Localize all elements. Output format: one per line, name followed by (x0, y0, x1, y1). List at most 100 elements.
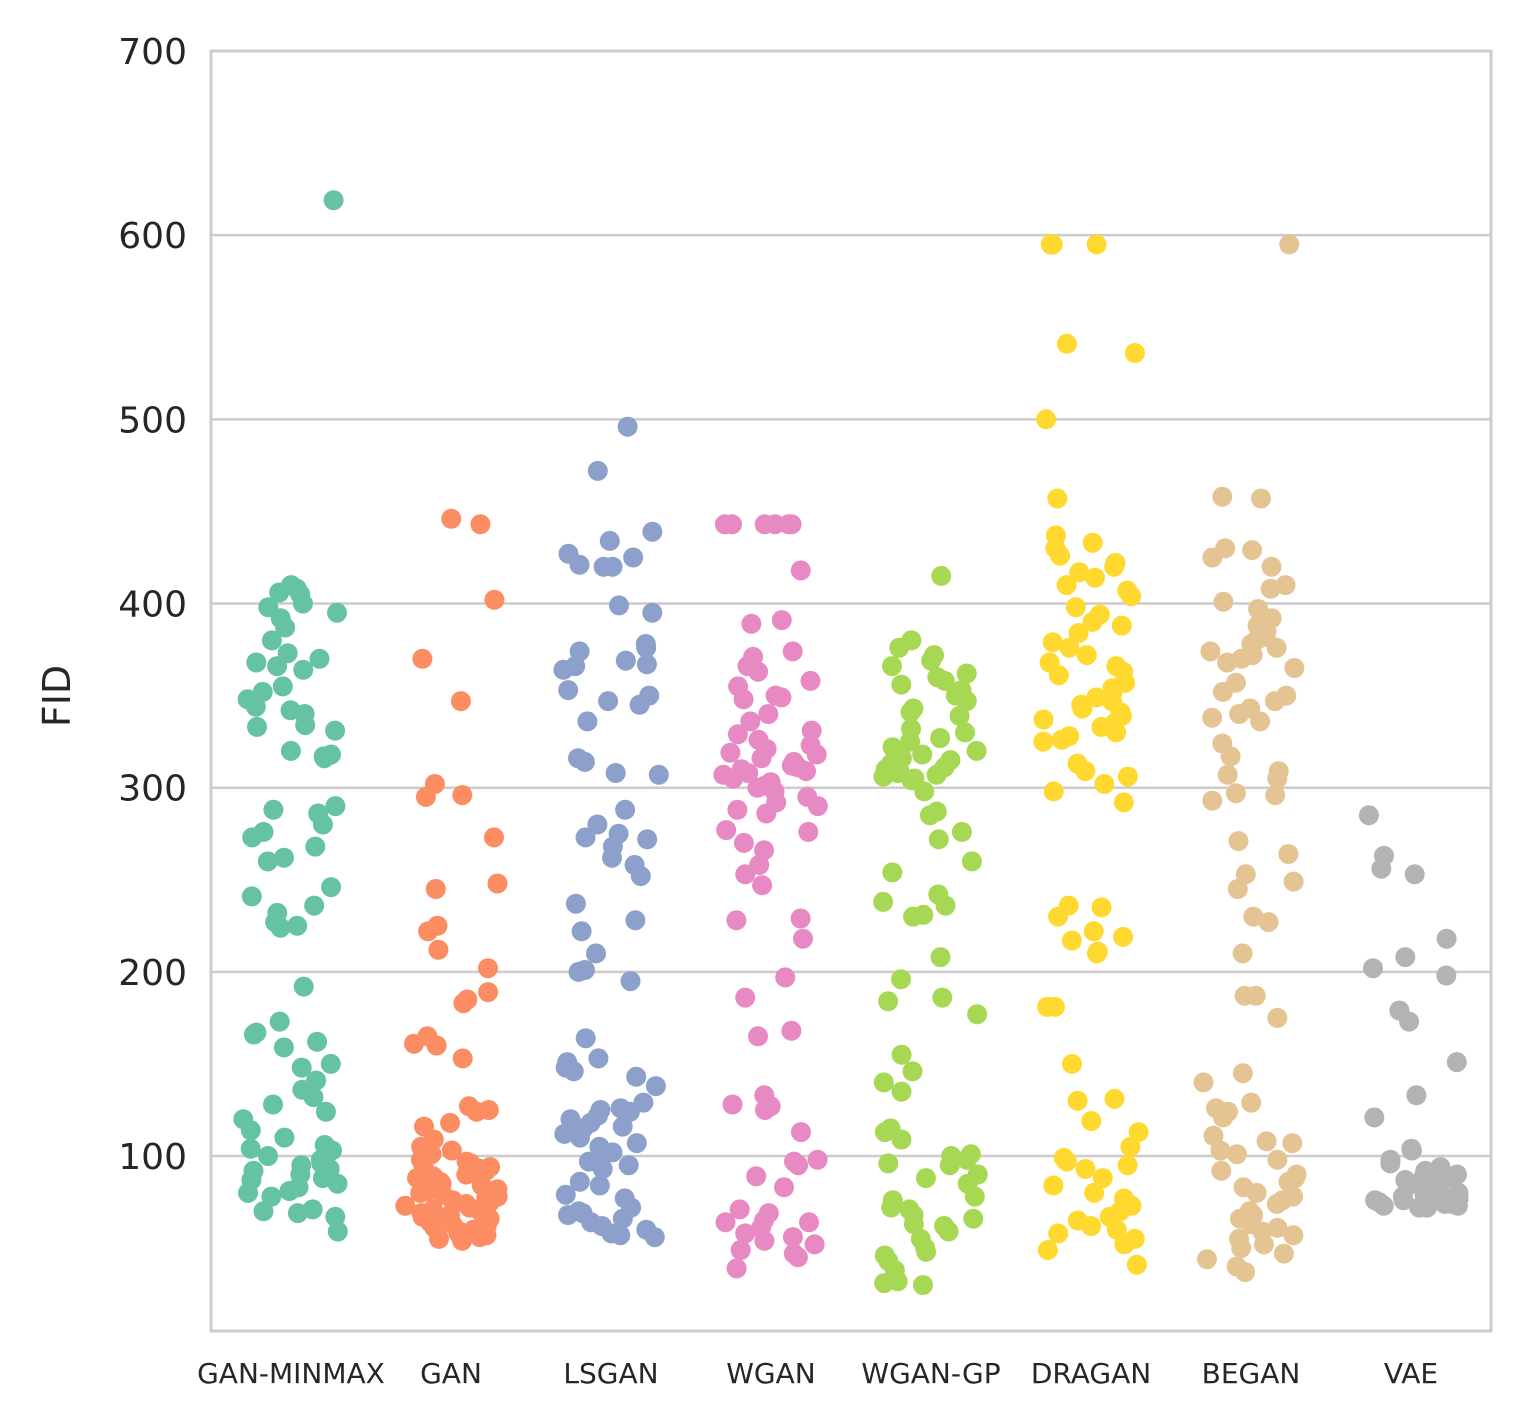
data-point (441, 508, 462, 529)
data-point (1246, 1182, 1267, 1203)
data-point (1371, 858, 1392, 879)
data-point (565, 893, 586, 914)
data-point (586, 943, 606, 964)
data-point (1211, 1160, 1232, 1181)
data-point (1061, 930, 1082, 951)
data-point (1232, 943, 1253, 964)
data-point (279, 1181, 300, 1201)
data-point (956, 663, 977, 684)
data-point (623, 547, 644, 568)
data-point (327, 1221, 348, 1242)
data-point (1033, 731, 1054, 752)
data-point (754, 1230, 775, 1251)
data-point (878, 1153, 899, 1174)
data-point (568, 961, 589, 982)
data-point (733, 689, 754, 710)
data-point (1227, 879, 1248, 899)
data-point (729, 1199, 750, 1220)
data-point (1212, 681, 1233, 702)
data-point (1042, 234, 1063, 255)
data-point (1048, 665, 1069, 686)
data-point (429, 1228, 449, 1249)
data-point (243, 1024, 264, 1045)
data-point (756, 803, 777, 824)
data-point (303, 1087, 324, 1108)
data-point (450, 691, 471, 712)
data-point (428, 939, 449, 960)
data-point (1069, 562, 1090, 583)
data-point (1086, 943, 1107, 964)
data-point (1076, 645, 1097, 666)
data-point (1082, 611, 1103, 632)
data-point (891, 1081, 912, 1102)
data-point (873, 1072, 894, 1093)
data-point (325, 720, 346, 741)
data-point (242, 827, 263, 848)
data-point (1217, 764, 1238, 785)
data-point (1373, 1195, 1394, 1216)
data-point (1232, 1063, 1253, 1084)
data-point (1075, 1158, 1096, 1179)
data-point (1401, 1140, 1422, 1161)
data-point (900, 731, 921, 752)
data-point (1358, 805, 1379, 826)
data-points (233, 190, 1469, 1295)
data-point (931, 565, 952, 586)
data-point (575, 1028, 596, 1049)
data-point (275, 617, 296, 638)
data-point (1399, 1011, 1420, 1032)
data-point (602, 556, 623, 577)
data-point (1086, 687, 1107, 708)
data-point (1226, 1144, 1247, 1165)
data-point (426, 1035, 447, 1056)
data-point (1048, 906, 1069, 927)
y-tick-label: 600 (118, 216, 187, 257)
series-gan-minmax (233, 190, 348, 1242)
data-point (1056, 1151, 1077, 1172)
data-point (273, 1037, 294, 1058)
data-point (1363, 958, 1383, 979)
data-point (287, 915, 308, 936)
data-point (598, 691, 619, 712)
data-point (746, 1166, 767, 1187)
data-point (891, 674, 912, 695)
data-point (569, 554, 590, 575)
data-point (558, 680, 579, 701)
data-point (1068, 623, 1089, 643)
data-point (263, 799, 284, 820)
data-point (1250, 711, 1271, 732)
data-point (963, 1208, 984, 1229)
data-point (939, 1155, 960, 1176)
data-point (1220, 746, 1241, 767)
data-point (801, 720, 822, 741)
data-point (636, 637, 657, 658)
data-point (921, 650, 942, 671)
data-point (589, 1175, 610, 1196)
data-point (1113, 926, 1134, 947)
data-point (1128, 1122, 1149, 1143)
data-point (241, 886, 262, 907)
data-point (1251, 488, 1271, 509)
data-point (304, 895, 325, 916)
data-point (1033, 709, 1054, 730)
data-point (961, 851, 982, 872)
data-point (1380, 1153, 1401, 1174)
data-point (267, 656, 288, 677)
data-point (1106, 1219, 1127, 1240)
data-point (1200, 641, 1221, 662)
data-point (1065, 597, 1086, 618)
series-dragan (1033, 234, 1149, 1275)
data-point (914, 781, 935, 802)
data-point (605, 763, 626, 783)
data-point (626, 1133, 647, 1154)
data-point (956, 691, 977, 712)
data-point (951, 821, 972, 842)
data-point (722, 514, 742, 535)
data-point (782, 1227, 803, 1248)
x-tick-label: BEGAN (1202, 1357, 1301, 1390)
data-point (240, 1138, 261, 1159)
data-point (912, 744, 933, 765)
y-tick-labels: 100 200 300 400 500 600 700 (118, 32, 187, 1178)
data-point (571, 921, 592, 942)
data-point (1083, 921, 1104, 942)
